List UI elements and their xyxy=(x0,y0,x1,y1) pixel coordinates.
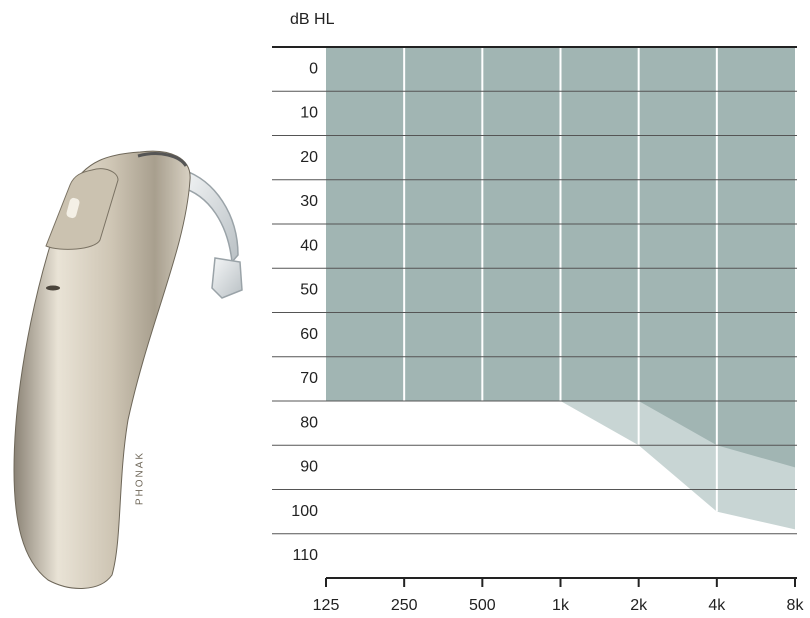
y-tick-label: 20 xyxy=(300,149,318,166)
y-tick-label: 100 xyxy=(291,503,318,520)
brand-logo: PHONAK xyxy=(135,451,146,505)
y-tick-label: 80 xyxy=(300,414,318,431)
x-tick-label: 8k xyxy=(787,597,805,614)
y-tick-label: 10 xyxy=(300,105,318,122)
y-tick-label: 110 xyxy=(292,547,318,564)
hearing-aid-image: PHONAK xyxy=(13,150,243,589)
y-axis-label: dB HL xyxy=(290,11,335,28)
y-tick-label: 50 xyxy=(300,282,318,299)
y-tick-label: 0 xyxy=(309,60,318,77)
button xyxy=(66,197,80,219)
y-tick-label: 30 xyxy=(300,193,318,210)
y-tick-label: 60 xyxy=(300,326,318,343)
x-tick-label: 500 xyxy=(469,597,496,614)
y-tick-label: 90 xyxy=(300,459,318,476)
x-tick-label: 4k xyxy=(708,597,726,614)
y-tick-label: 40 xyxy=(300,237,318,254)
x-tick-label: 2k xyxy=(630,597,648,614)
y-tick-label: 70 xyxy=(300,370,318,387)
x-tick-label: 1k xyxy=(552,597,570,614)
x-tick-label: 125 xyxy=(313,597,340,614)
x-tick-label: 250 xyxy=(391,597,418,614)
